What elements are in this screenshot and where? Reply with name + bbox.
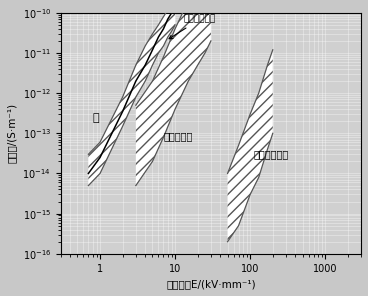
Text: 沿纸面方向: 沿纸面方向 bbox=[163, 131, 193, 141]
X-axis label: 电场强度E/(kV·mm⁻¹): 电场强度E/(kV·mm⁻¹) bbox=[166, 279, 256, 289]
Y-axis label: 电导率/(S·m⁻¹): 电导率/(S·m⁻¹) bbox=[7, 103, 17, 163]
Text: 垂直纸面方向: 垂直纸面方向 bbox=[253, 149, 289, 160]
Text: 油: 油 bbox=[93, 113, 99, 123]
Text: 本文拟合曲线: 本文拟合曲线 bbox=[169, 15, 216, 39]
